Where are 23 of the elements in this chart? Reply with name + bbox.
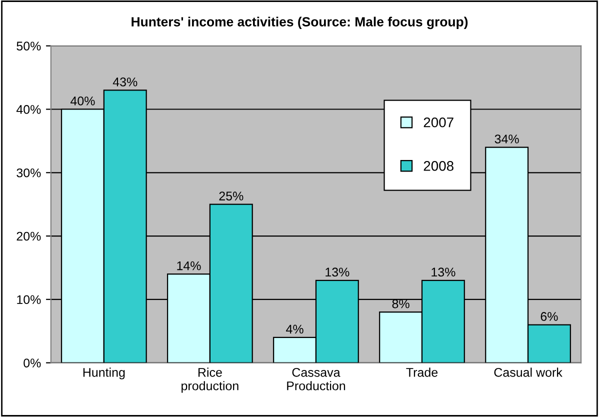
- x-tick-label: Hunting: [83, 368, 125, 380]
- data-label: 34%: [494, 134, 519, 144]
- y-tick-label: 30%: [16, 168, 41, 178]
- y-tick-label: 0%: [24, 358, 41, 368]
- data-label: 4%: [286, 324, 304, 334]
- data-label: 6%: [540, 312, 558, 321]
- x-tick-label: Trade: [406, 368, 438, 377]
- data-label: 13%: [432, 268, 456, 277]
- data-label: 25%: [219, 192, 244, 200]
- y-tick-label: 10%: [17, 295, 41, 304]
- data-label: 14%: [177, 261, 201, 270]
- x-tick-label: Rice production: [182, 368, 238, 393]
- data-label: 13%: [326, 268, 350, 277]
- data-label: 43%: [112, 78, 138, 86]
- legend-label: 2008: [424, 161, 454, 171]
- x-tick-label: Casual work: [494, 368, 562, 377]
- x-tick-label: Cassava Production: [287, 368, 346, 390]
- y-tick-label: 20%: [16, 232, 41, 241]
- data-label: 40%: [70, 96, 95, 106]
- legend-label: 2007: [424, 117, 454, 128]
- chart-title: Hunters' income activities (Source: Male focus group): [132, 16, 468, 30]
- y-tick-label: 50%: [16, 42, 41, 51]
- y-tick-label: 40%: [16, 105, 41, 114]
